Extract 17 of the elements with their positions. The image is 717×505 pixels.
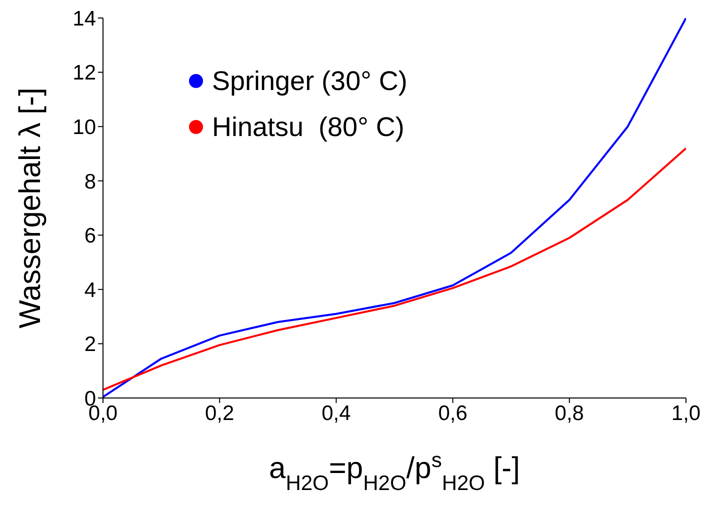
y-tick-label: 8 bbox=[84, 170, 96, 194]
x-tick-label: 0,8 bbox=[554, 402, 584, 425]
legend-label: Hinatsu (80° C) bbox=[212, 112, 404, 142]
x-tick-label: 1,0 bbox=[671, 402, 701, 425]
y-tick-label: 12 bbox=[72, 62, 96, 85]
y-tick-label: 2 bbox=[84, 333, 96, 356]
x-tick-label: 0,6 bbox=[438, 402, 468, 425]
y-tick-label: 14 bbox=[72, 7, 96, 30]
y-tick-label: 4 bbox=[84, 278, 96, 302]
y-tick-label: 6 bbox=[84, 224, 96, 248]
x-tick-label: 0,2 bbox=[205, 402, 234, 425]
legend-label: Springer (30° C) bbox=[212, 66, 408, 96]
y-axis-title: Wassergehalt λ [-] bbox=[14, 88, 47, 328]
y-tick-label: 10 bbox=[72, 116, 96, 140]
x-tick-label: 0,4 bbox=[322, 402, 352, 425]
x-axis-title: a$_{H2O}$=p$_{H2O}$/p$^{s}$$_{H2O}$ [-] bbox=[269, 448, 520, 494]
line-series bbox=[103, 147, 686, 391]
